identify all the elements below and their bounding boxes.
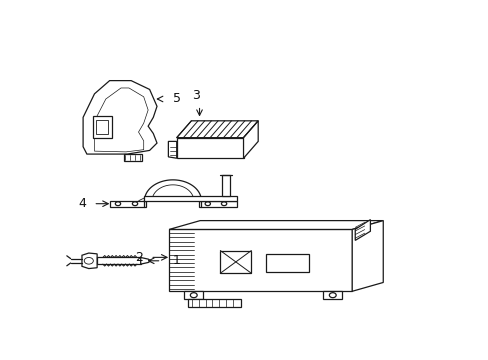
- Polygon shape: [354, 220, 369, 240]
- Polygon shape: [141, 257, 151, 264]
- Polygon shape: [92, 116, 111, 138]
- Polygon shape: [176, 138, 243, 158]
- Text: 5: 5: [173, 93, 181, 105]
- Text: 3: 3: [191, 89, 199, 102]
- Polygon shape: [184, 291, 203, 299]
- Polygon shape: [199, 201, 237, 207]
- Polygon shape: [97, 257, 141, 264]
- Polygon shape: [123, 154, 142, 161]
- Polygon shape: [169, 229, 351, 291]
- Polygon shape: [168, 141, 176, 158]
- Text: 4: 4: [78, 197, 85, 210]
- Polygon shape: [323, 291, 342, 299]
- Polygon shape: [83, 81, 157, 154]
- Polygon shape: [110, 201, 146, 207]
- Text: 1: 1: [173, 254, 181, 267]
- Polygon shape: [351, 221, 383, 291]
- Polygon shape: [243, 121, 258, 158]
- Polygon shape: [82, 253, 97, 269]
- Polygon shape: [265, 254, 309, 272]
- Polygon shape: [144, 196, 237, 201]
- Polygon shape: [220, 251, 251, 273]
- Text: 2: 2: [135, 251, 142, 264]
- Polygon shape: [176, 121, 258, 138]
- Polygon shape: [169, 221, 383, 229]
- Polygon shape: [222, 175, 229, 196]
- Polygon shape: [188, 298, 241, 307]
